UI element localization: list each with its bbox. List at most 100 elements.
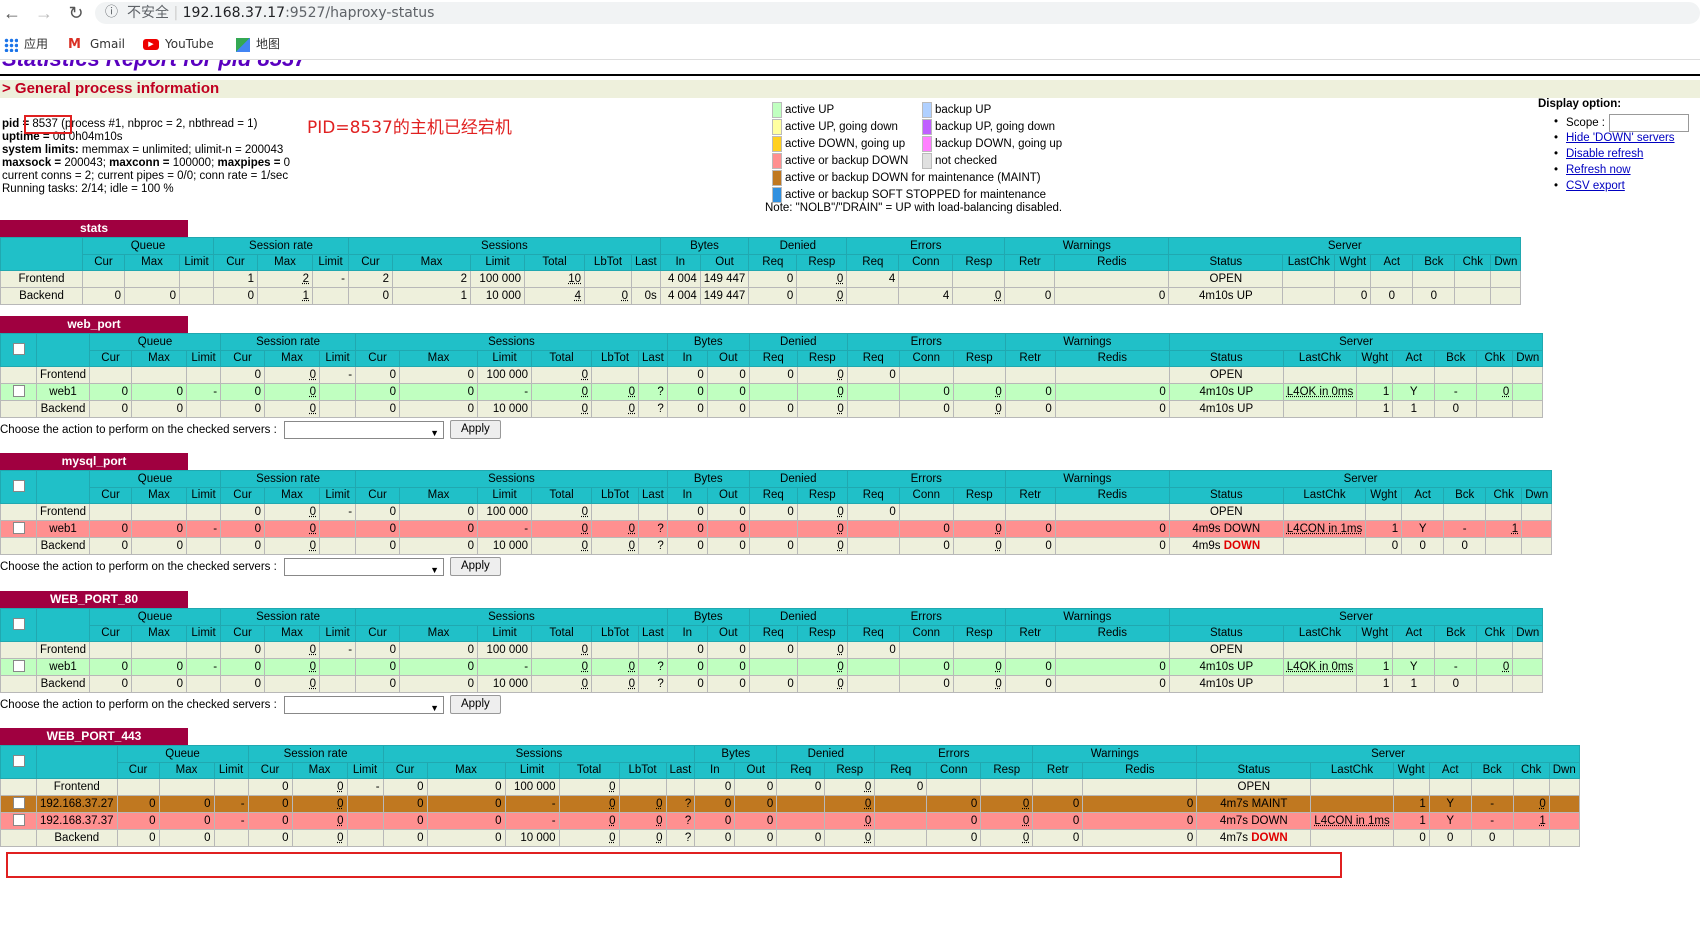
info-icon[interactable]: ⓘ	[105, 5, 119, 20]
checkbox[interactable]	[12, 660, 25, 673]
column-header: Limit	[504, 762, 560, 779]
checkbox[interactable]	[12, 522, 25, 535]
row-checkbox-cell[interactable]	[0, 795, 37, 813]
cell: 4 004	[659, 270, 701, 288]
table-row: Backend 0 0 0 1 0 1 10 000 4 0 0s 4 004 149 447 0 0 4 0 0…	[0, 287, 1522, 305]
cell: 0	[1428, 829, 1472, 847]
cell: 0	[1082, 829, 1198, 847]
column-header: Act	[1392, 350, 1436, 367]
column-header: Out	[706, 487, 750, 504]
legend-item: active or backup DOWN for maintenance (M…	[772, 170, 1041, 186]
cell: 0	[399, 503, 479, 521]
checkbox[interactable]	[12, 797, 25, 810]
cell: 0	[531, 400, 593, 418]
cell	[1476, 366, 1514, 384]
legend-item: active UP	[772, 102, 834, 118]
bookmark-apps[interactable]: 应用	[4, 35, 48, 53]
cell	[846, 520, 900, 538]
checkbox[interactable]	[12, 385, 25, 398]
row-checkbox-cell[interactable]	[0, 812, 37, 830]
cell	[1282, 503, 1367, 521]
checkbox[interactable]	[12, 755, 25, 768]
apply-button[interactable]: Apply	[449, 557, 501, 577]
url-field[interactable]: ⓘ 不安全 | 192.168.37.17:9527/haproxy-statu…	[95, 2, 1700, 24]
cell: 0	[291, 778, 348, 796]
bookmark-maps[interactable]: 地图	[236, 35, 280, 53]
cell: 4m7s DOWN	[1196, 812, 1312, 830]
cell: 0	[247, 829, 293, 847]
apply-button[interactable]: Apply	[449, 420, 501, 440]
row-checkbox-cell[interactable]	[0, 383, 37, 401]
back-arrow-icon[interactable]: ←	[3, 3, 21, 23]
group-header: Session rate	[220, 333, 357, 351]
cell	[776, 795, 826, 813]
group-header: Sessions	[355, 470, 668, 488]
column-header: Dwn	[1548, 762, 1580, 779]
action-select[interactable]	[283, 420, 444, 443]
disable-refresh-link[interactable]: Disable refresh	[1566, 148, 1644, 160]
cell	[1310, 778, 1394, 796]
group-header: Warnings	[1004, 470, 1170, 488]
display-options-title: Display option:	[1538, 98, 1622, 110]
cell: 0	[264, 366, 321, 384]
select-all-checkbox[interactable]	[0, 745, 37, 779]
display-options: Display option: Scope : Hide 'DOWN' serv…	[1538, 98, 1700, 194]
legend-item: active UP, going down	[772, 119, 898, 135]
cell: 1	[1356, 400, 1394, 418]
cell: 0	[618, 795, 667, 813]
proxy-name: WEB_PORT_80	[0, 591, 188, 608]
cell: 0	[116, 812, 160, 830]
refresh-now-link[interactable]: Refresh now	[1566, 164, 1631, 176]
action-select[interactable]	[283, 695, 444, 718]
cell: 0	[846, 503, 900, 521]
cell	[846, 400, 900, 418]
cell: 0	[952, 400, 1006, 418]
cell: 0	[426, 829, 506, 847]
apply-button[interactable]: Apply	[449, 695, 501, 715]
select-all-checkbox[interactable]	[0, 608, 37, 642]
status-down: DOWN	[1223, 539, 1261, 552]
checkbox[interactable]	[12, 343, 25, 356]
column-header: LbTot	[591, 350, 640, 367]
row-checkbox-cell[interactable]	[0, 658, 37, 676]
column-header: Limit	[319, 487, 357, 504]
column-header: Max	[264, 487, 321, 504]
cell: 2	[392, 270, 471, 288]
select-all-checkbox[interactable]	[0, 470, 37, 504]
column-header: Dwn	[1521, 487, 1553, 504]
cell: 100 000	[477, 503, 533, 521]
row-checkbox-cell[interactable]	[0, 520, 37, 538]
bookmark-gmail[interactable]: M Gmail	[68, 35, 125, 53]
cell: 0	[399, 366, 479, 384]
column-header: LbTot	[584, 254, 632, 271]
column-header: In	[659, 254, 701, 271]
bookmark-label: Gmail	[90, 37, 126, 51]
cell: 0	[220, 366, 266, 384]
action-select[interactable]	[283, 557, 444, 580]
cell	[1082, 778, 1198, 796]
proxy-name: WEB_PORT_443	[0, 728, 188, 745]
page-title: Statistics Report for pid 8537	[2, 60, 306, 72]
checkbox[interactable]	[12, 814, 25, 827]
checkbox[interactable]	[12, 480, 25, 493]
cell: 1	[1356, 675, 1394, 693]
forward-arrow-icon[interactable]: →	[35, 3, 53, 23]
hide-down-link[interactable]: Hide 'DOWN' servers	[1566, 132, 1675, 144]
cell: 1	[1392, 812, 1430, 830]
cell: 0	[355, 641, 401, 659]
proxy-table: Queue Session rate Sessions Bytes Denied Erro…	[0, 333, 1544, 418]
column-header: Status	[1168, 625, 1284, 642]
checkbox[interactable]	[12, 618, 25, 631]
select-all-checkbox[interactable]	[0, 333, 37, 367]
cell: 0	[264, 537, 321, 555]
cell: 0	[399, 400, 479, 418]
cell	[1521, 520, 1553, 538]
column-header: Max	[131, 350, 188, 367]
reload-icon[interactable]: ↻	[68, 3, 84, 23]
cell: 0	[898, 658, 954, 676]
bookmark-youtube[interactable]: ▶ YouTube	[143, 35, 214, 53]
cell	[638, 503, 668, 521]
name-header	[35, 333, 91, 367]
cell: -	[312, 270, 349, 288]
csv-export-link[interactable]: CSV export	[1566, 180, 1625, 192]
